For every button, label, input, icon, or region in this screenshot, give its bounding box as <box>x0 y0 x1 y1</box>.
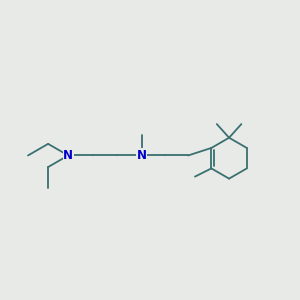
Text: N: N <box>63 149 73 162</box>
Text: N: N <box>137 149 147 162</box>
